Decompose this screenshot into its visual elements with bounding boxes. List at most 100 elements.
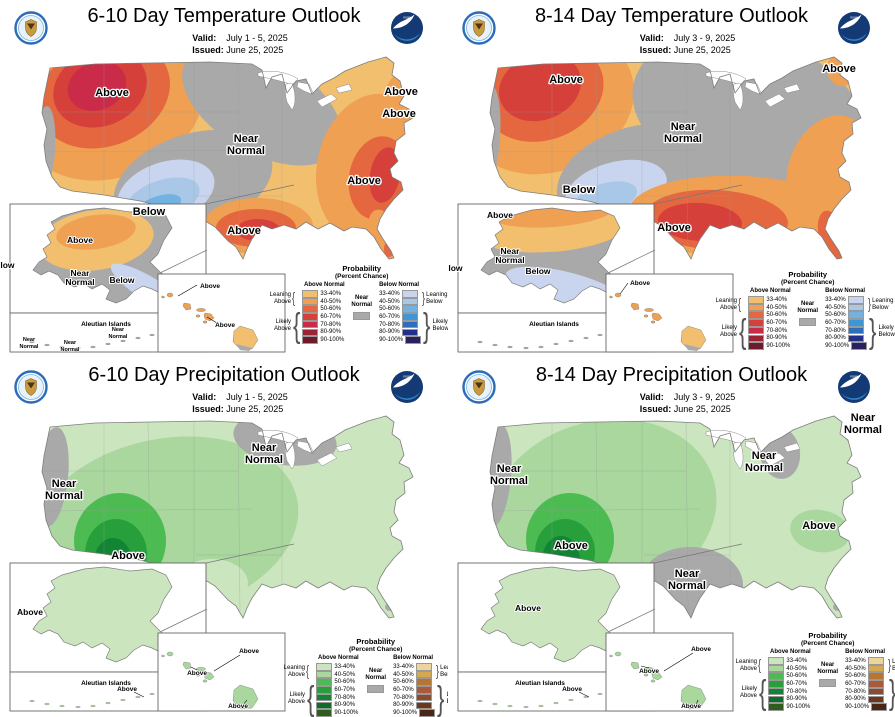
svg-text:Near: Near [112, 327, 125, 333]
panel-8-14-precipitation: 8-14 Day Precipitation Outlook Valid: Jul… [448, 359, 895, 717]
svg-text:Below: Below [133, 206, 166, 218]
legend-row: 80-90% [768, 695, 812, 704]
legend-row: 40-50% [302, 297, 346, 306]
color-swatch [748, 296, 765, 304]
legend-row: 80-90% [302, 328, 346, 337]
range-label: 60-70% [845, 680, 866, 687]
near-normal-swatch [367, 684, 385, 693]
svg-text:Normal: Normal [65, 277, 94, 287]
svg-text:Normal: Normal [490, 475, 528, 487]
hawaii-islands [161, 284, 259, 351]
color-swatch [768, 680, 785, 688]
range-label: 33-40% [766, 296, 788, 303]
svg-text:Normal: Normal [109, 334, 128, 340]
svg-text:Normal: Normal [45, 490, 83, 502]
range-label: 40-50% [393, 671, 414, 678]
color-swatch [302, 320, 319, 329]
near-normal-key: Near Normal [351, 295, 372, 320]
color-swatch [851, 342, 868, 350]
svg-text:Aleutian Islands: Aleutian Islands [529, 321, 579, 328]
color-swatch [748, 303, 765, 312]
color-swatch [847, 326, 864, 335]
hawaii-inset-box [157, 273, 286, 353]
below-normal-header: Below Normal [845, 649, 886, 655]
state-borders [492, 421, 731, 612]
color-swatch [768, 664, 785, 673]
legend-row: 60-70% [823, 319, 867, 327]
range-label: 33-40% [334, 663, 356, 670]
range-label: 80-90% [320, 329, 342, 336]
svg-text:Below: Below [0, 260, 15, 270]
svg-text:Above: Above [639, 668, 659, 675]
state-borders [44, 421, 283, 612]
color-swatch [867, 672, 884, 680]
range-label: 90-100% [334, 709, 359, 716]
valid-label: Valid: [639, 392, 664, 402]
alaska-outline [32, 207, 201, 311]
color-swatch [871, 703, 888, 711]
color-swatch [847, 303, 864, 312]
likely-below-label: Likely Below [432, 318, 448, 332]
range-label: 60-70% [766, 319, 788, 326]
range-label: 40-50% [825, 304, 846, 311]
svg-text:Near: Near [671, 121, 696, 133]
great-lakes [705, 430, 801, 470]
range-label: 70-80% [393, 694, 414, 701]
color-swatch [748, 311, 765, 319]
color-swatch [748, 342, 765, 350]
legend-row: 33-40% [391, 663, 435, 671]
probability-legend: Probability (Percent Chance) Leaning Abo… [280, 637, 448, 717]
color-swatch [867, 657, 884, 665]
range-label: 70-80% [320, 321, 342, 328]
leaning-above-label: Leaning Above [735, 658, 757, 672]
legend-row: 40-50% [377, 297, 421, 306]
color-swatch [748, 326, 765, 335]
range-label: 60-70% [825, 319, 846, 326]
aleutian-islands [29, 687, 183, 709]
legend-row: 70-80% [391, 693, 435, 702]
map-labels: Near Normal Near Normal Above Above Aleu… [16, 441, 284, 711]
legend-row: 40-50% [768, 664, 812, 673]
svg-text:Normal: Normal [495, 255, 524, 265]
color-swatch [748, 319, 765, 327]
color-swatch [415, 693, 432, 702]
range-label: 70-80% [379, 321, 400, 328]
range-label: 80-90% [334, 702, 356, 709]
legend-row: 80-90% [377, 328, 421, 337]
color-swatch [419, 709, 436, 717]
svg-text:Above: Above [822, 63, 856, 75]
legend-row: 70-80% [316, 693, 360, 702]
svg-text:Normal: Normal [664, 133, 702, 145]
near-normal-swatch [799, 317, 817, 326]
legend-row: 33-40% [748, 296, 792, 304]
range-label: 50-60% [320, 306, 342, 313]
legend-row: 60-70% [843, 680, 887, 688]
hawaii-inset-box [157, 632, 286, 712]
color-swatch [316, 709, 333, 717]
panel-6-10-temperature: 6-10 Day Temperature Outlook Valid: July … [0, 0, 448, 358]
issued-value: June 25, 2025 [673, 44, 731, 55]
range-label: 33-40% [393, 663, 414, 670]
legend-row: 60-70% [768, 680, 812, 688]
legend-row: 90-100% [391, 709, 436, 717]
likely-above-label: Likely Above [273, 318, 291, 332]
color-swatch [302, 290, 319, 298]
alaska-outline [480, 207, 649, 311]
likely-above-label: Likely Above [739, 685, 757, 699]
svg-text:Near: Near [52, 478, 77, 490]
outlook-map: Above Near Normal Above Above Above Belo… [0, 56, 419, 354]
range-label: 90-100% [379, 336, 404, 343]
range-label: 60-70% [334, 686, 356, 693]
color-swatch [401, 305, 418, 313]
color-swatch [316, 701, 333, 710]
leaning-below-label: Leaning Below [426, 291, 448, 305]
svg-text:Near: Near [252, 442, 277, 454]
issued-value: June 25, 2025 [226, 403, 284, 414]
svg-text:Near: Near [64, 340, 77, 346]
svg-text:Above: Above [215, 322, 235, 329]
svg-text:Normal: Normal [227, 145, 265, 157]
dates-block: Valid: July 1 - 5, 2025 Issued: June 25, 2… [0, 33, 448, 56]
legend-row: 90-100% [768, 703, 812, 711]
range-label: 90-100% [766, 342, 791, 349]
svg-text:Near: Near [675, 568, 700, 580]
